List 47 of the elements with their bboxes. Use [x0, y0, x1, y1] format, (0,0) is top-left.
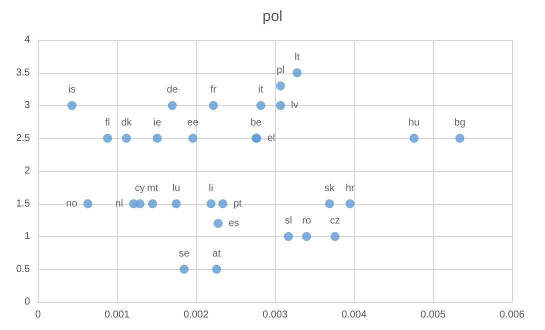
data-label: dk	[121, 117, 133, 128]
data-label: is	[68, 84, 76, 96]
data-label: hr	[346, 182, 356, 194]
data-label: sl	[284, 216, 292, 226]
data-label: it	[258, 84, 264, 96]
data-label: ee	[187, 117, 199, 128]
data-label: sk	[324, 182, 336, 194]
data-label: es	[228, 218, 240, 229]
y-tick-label: 2	[24, 166, 30, 176]
data-label: be	[250, 117, 262, 128]
y-tick-label: 3	[24, 100, 30, 111]
data-label: no	[66, 198, 78, 210]
data-label: lu	[172, 182, 180, 194]
data-label: lt	[294, 52, 300, 63]
data-label: cy	[134, 182, 145, 194]
x-tick-label: 0.005	[420, 310, 446, 320]
data-label: bg	[454, 117, 466, 128]
data-label: nl	[115, 198, 124, 210]
y-tick-label: 0.5	[16, 264, 30, 275]
y-tick-label: 1	[24, 231, 30, 242]
x-tick-label: 0.004	[341, 310, 367, 320]
x-tick-label: 0.006	[499, 310, 525, 320]
y-tick-label: 4	[24, 34, 30, 46]
data-label: de	[166, 84, 178, 96]
data-label: pt	[233, 198, 242, 210]
x-tick-label: 0	[35, 310, 42, 320]
x-tick-label: 0.002	[183, 310, 209, 320]
x-tick-label: 0.003	[262, 310, 288, 320]
data-label: li	[208, 182, 214, 194]
y-tick-label: 0	[24, 296, 30, 308]
data-label: fl	[105, 117, 110, 128]
data-label: at	[212, 248, 221, 260]
y-tick-label: 1.5	[16, 198, 30, 210]
data-label: lv	[291, 100, 298, 111]
y-tick-label: 3.5	[16, 67, 30, 78]
data-label: se	[178, 248, 190, 260]
data-label: mt	[146, 182, 158, 194]
data-label: fr	[210, 84, 218, 96]
data-label: pl	[276, 64, 284, 76]
data-label: hu	[408, 117, 420, 128]
data-label: el	[267, 132, 276, 144]
chart-title: pol	[262, 8, 283, 25]
data-label: cz	[330, 216, 340, 226]
y-tick-label: 2.5	[16, 132, 30, 144]
data-label: ie	[153, 117, 162, 128]
data-label: ro	[302, 216, 312, 226]
x-tick-label: 0.001	[104, 310, 130, 320]
